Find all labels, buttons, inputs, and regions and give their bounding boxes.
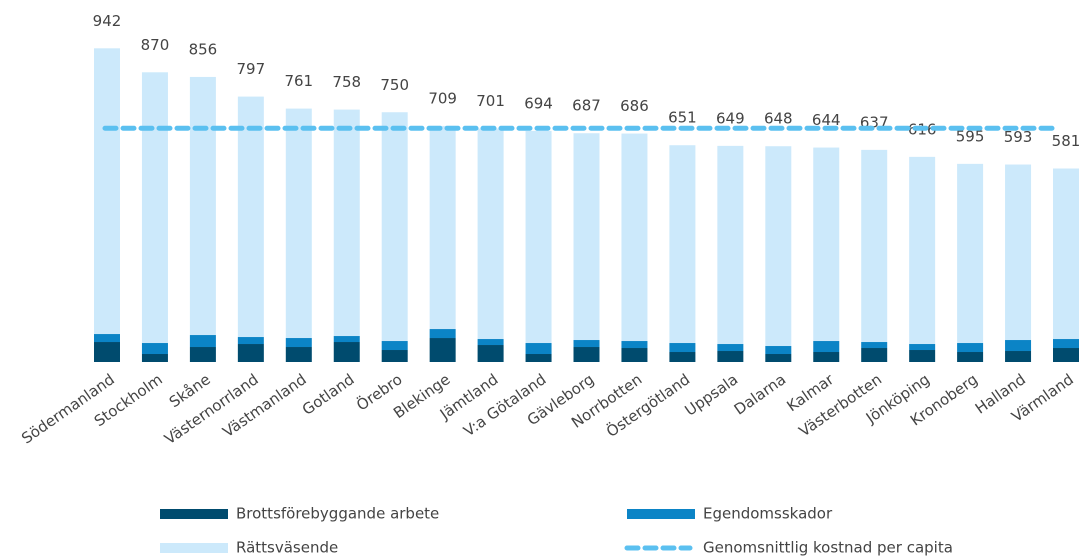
legend-label: Brottsförebyggande arbete (236, 505, 439, 523)
bar-segment (957, 343, 984, 353)
data-label: 687 (572, 97, 601, 115)
bar-segment (765, 146, 792, 347)
bar-segment (1053, 168, 1079, 340)
bar-segment (237, 96, 264, 338)
bar-segment (861, 348, 888, 362)
bar-segment (669, 352, 696, 362)
bar-segment (765, 354, 792, 362)
legend-swatch (627, 509, 695, 519)
data-label: 593 (1004, 128, 1033, 146)
bar-segment (717, 145, 744, 345)
bar-segment (1005, 340, 1032, 352)
bar-segment (813, 341, 840, 353)
bar-segment (813, 147, 840, 342)
bar-segment (621, 133, 648, 342)
bar-segment (765, 346, 792, 355)
bar-segment (189, 335, 216, 348)
bar-segment (429, 338, 456, 362)
bar-segment (1053, 348, 1079, 362)
data-label: 856 (189, 40, 218, 58)
bar-segment (717, 344, 744, 352)
bar-segment (1005, 351, 1032, 362)
bar-segment (861, 149, 888, 343)
data-label: 750 (380, 76, 409, 94)
data-label: 581 (1052, 132, 1081, 150)
bar-segment (237, 344, 264, 362)
bar-segment (621, 341, 648, 349)
data-label: 761 (284, 72, 313, 90)
legend-label: Rättsväsende (236, 539, 338, 556)
bar-segment (333, 336, 360, 343)
bar-segment (1005, 164, 1032, 341)
legend-swatch (160, 543, 228, 553)
data-label: 644 (812, 111, 841, 129)
bar-segment (909, 156, 936, 345)
bar-segment (285, 108, 312, 339)
bar-segment (573, 133, 600, 341)
bar-segment (957, 163, 984, 344)
bar-segment (141, 354, 168, 362)
data-label: 694 (524, 94, 553, 112)
bar-segment (477, 345, 504, 362)
bar-segment (813, 352, 840, 362)
data-label: 595 (956, 127, 985, 145)
data-label: 649 (716, 109, 745, 127)
data-label: 797 (237, 60, 266, 78)
bar-segment (909, 344, 936, 351)
bar-segment (333, 109, 360, 337)
bar-segment (525, 130, 552, 344)
data-label: 758 (332, 73, 361, 91)
bar-segment (717, 351, 744, 362)
bar-segment (477, 128, 504, 340)
x-tick-label: Uppsala (681, 370, 741, 419)
bar-segment (621, 348, 648, 362)
bar-segment (333, 342, 360, 362)
bar-segment (861, 342, 888, 349)
data-label: 686 (620, 97, 649, 115)
data-label: 709 (428, 89, 457, 107)
bar-segment (573, 347, 600, 362)
bar-segment (94, 342, 120, 362)
data-label: 942 (93, 12, 122, 30)
bar-segment (189, 347, 216, 362)
bar-segment (957, 352, 984, 362)
bar-segment (429, 329, 456, 339)
data-label: 648 (764, 110, 793, 128)
bar-segment (285, 338, 312, 348)
bar-segment (285, 347, 312, 362)
bar-segment (381, 350, 408, 362)
bar-segment (573, 340, 600, 348)
bar-segment (237, 337, 264, 345)
bar-segment (429, 125, 456, 330)
legend-label: Egendomsskador (703, 505, 833, 523)
bar-segment (94, 334, 120, 343)
x-tick-label: Gotland (299, 370, 358, 419)
bar-segment (381, 112, 408, 342)
bar-segment (381, 341, 408, 351)
data-label: 651 (668, 109, 697, 127)
bar-segment (1053, 339, 1079, 349)
bar-segment (189, 76, 216, 336)
bar-segment (141, 72, 168, 344)
bar-segment (669, 343, 696, 353)
legend-label: Genomsnittlig kostnad per capita (703, 539, 953, 556)
data-label: 701 (476, 92, 505, 110)
bar-segment (669, 145, 696, 344)
x-tick-label: Västmanland (219, 370, 309, 441)
bar-segment (525, 343, 552, 355)
bar-segment (909, 350, 936, 362)
bar-segment (477, 339, 504, 346)
bar-segment (525, 354, 552, 362)
legend-swatch (160, 509, 228, 519)
data-label: 870 (141, 36, 170, 54)
bar-segment (141, 343, 168, 355)
bar-segment (94, 48, 120, 335)
x-tick-label: Dalarna (731, 370, 789, 418)
